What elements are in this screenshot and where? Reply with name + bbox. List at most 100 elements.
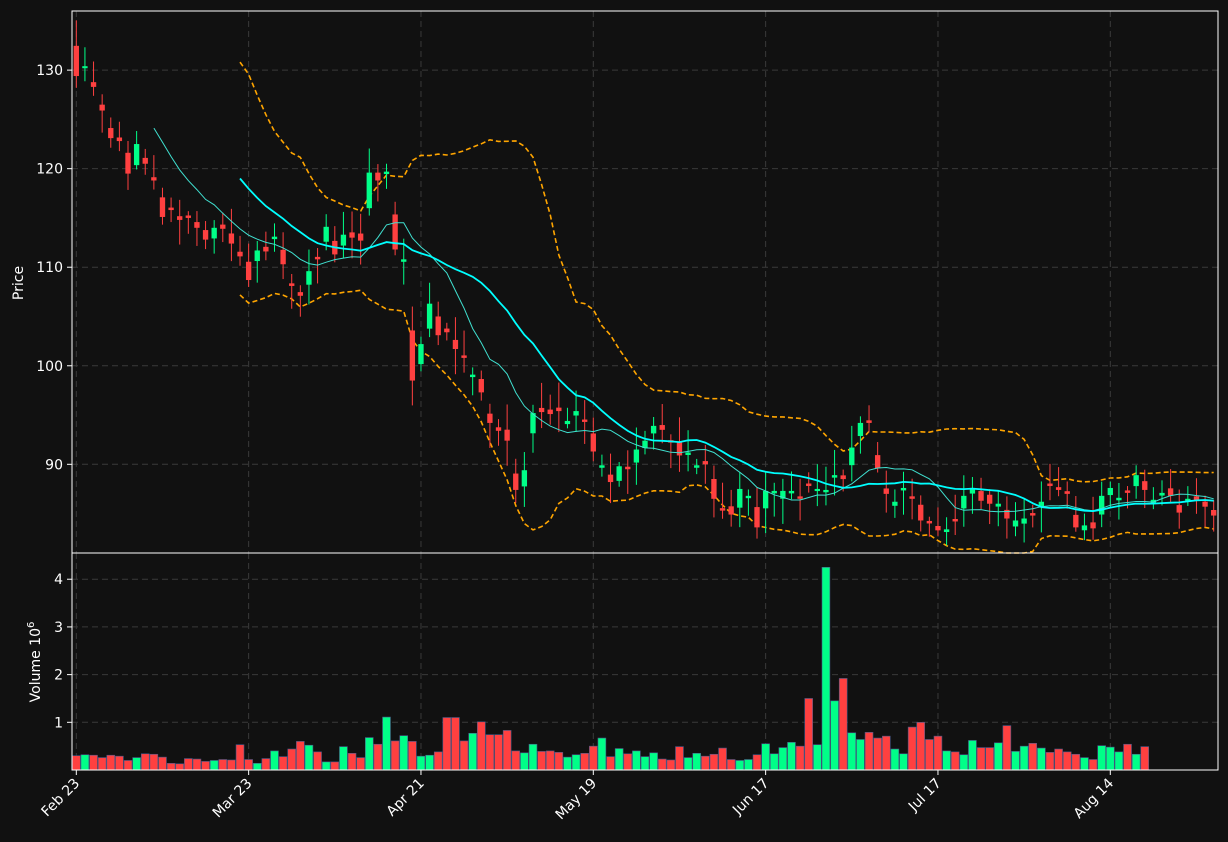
volume-bar <box>752 754 762 771</box>
candle-body <box>1038 501 1045 507</box>
volume-bar <box>692 753 701 771</box>
volume-bar <box>666 759 676 771</box>
candle-body <box>823 489 829 493</box>
candle-body <box>676 442 683 456</box>
volume-bar <box>158 756 167 771</box>
candle-body <box>754 507 760 528</box>
volume-bar <box>787 742 796 771</box>
price-gridlines <box>72 11 1218 553</box>
volume-bar <box>683 757 693 771</box>
candle-body <box>82 66 88 69</box>
candle-body <box>840 475 846 480</box>
candlesticks <box>73 20 1217 546</box>
candle-body <box>599 465 605 468</box>
volume-bar <box>1114 751 1124 771</box>
volume-bar <box>1140 746 1150 771</box>
volume-bar <box>80 754 90 771</box>
volume-bar <box>769 753 779 771</box>
candle-body <box>788 490 795 494</box>
candle-body <box>1142 481 1148 490</box>
candle-body <box>375 172 381 181</box>
candle-body <box>435 316 441 336</box>
candle-body <box>900 487 907 491</box>
volume-bar <box>520 752 529 771</box>
candle-body <box>237 251 243 257</box>
volume-bar <box>252 763 262 771</box>
volume-bar <box>511 750 521 771</box>
volume-bar <box>106 754 116 771</box>
volume-bar <box>433 751 443 771</box>
candle-body <box>1064 491 1070 494</box>
candle-body <box>151 177 157 181</box>
candle-body <box>1159 492 1165 496</box>
candle-body <box>866 420 872 423</box>
candle-body <box>995 503 1001 507</box>
volume-bar <box>933 735 943 771</box>
volume-bar <box>718 747 727 771</box>
candle-body <box>874 455 881 469</box>
price-tick-label: 130 <box>36 63 63 79</box>
candle-body <box>685 452 691 455</box>
volume-bar <box>485 734 495 771</box>
volume-bar <box>227 759 236 771</box>
candle-body <box>659 425 665 430</box>
candle-body <box>357 233 364 241</box>
volume-bar <box>821 567 831 771</box>
volume-gridlines <box>72 553 1218 770</box>
volume-bar <box>132 757 141 771</box>
volume-tick-label: 2 <box>54 668 63 684</box>
candle-body <box>73 45 79 77</box>
volume-panel: 1 2 3 4 Volume 106 <box>26 552 1219 771</box>
volume-bar <box>657 758 667 771</box>
candle-body <box>478 379 484 393</box>
volume-bar <box>115 755 124 771</box>
candle-body <box>969 487 976 494</box>
volume-bar <box>640 756 650 771</box>
volume-bar <box>140 753 150 771</box>
volume-bar <box>270 750 279 771</box>
volume-bar <box>1045 752 1055 771</box>
volume-bar <box>959 754 969 771</box>
volume-y-ticks: 1 2 3 4 <box>54 572 72 731</box>
candle-body <box>849 447 855 466</box>
volume-bar <box>890 748 900 771</box>
candle-body <box>461 355 467 358</box>
volume-bar <box>864 732 874 771</box>
volume-bar <box>321 761 331 771</box>
volume-bar <box>296 741 305 771</box>
candle-body <box>133 144 140 166</box>
candle-body <box>694 465 700 468</box>
candle-body <box>926 520 933 524</box>
volume-bar <box>623 753 633 771</box>
lower-band-line <box>239 289 1214 554</box>
candle-body <box>857 422 864 437</box>
moving-averages <box>153 127 1214 513</box>
candle-body <box>909 496 915 499</box>
candle-body <box>452 339 459 350</box>
candle-body <box>202 230 209 240</box>
volume-bar <box>847 732 857 771</box>
candle-body <box>986 494 993 504</box>
candle-body <box>642 440 648 449</box>
volume-bar <box>313 751 322 771</box>
volume-bars <box>72 567 1150 771</box>
volume-bar <box>416 755 426 771</box>
candle-body <box>650 425 657 434</box>
volume-bar <box>701 755 710 771</box>
candle-body <box>426 303 433 329</box>
volume-bar <box>477 721 486 771</box>
candle-body <box>1021 518 1027 524</box>
candle-body <box>99 104 105 111</box>
candle-body <box>1167 488 1174 496</box>
candle-body <box>573 411 579 416</box>
volume-bar <box>804 698 813 771</box>
candle-body <box>711 478 717 499</box>
volume-bar <box>589 745 598 771</box>
price-tick-label: 120 <box>36 162 63 178</box>
candle-body <box>1099 495 1105 515</box>
candle-body <box>943 529 950 533</box>
candle-body <box>1116 497 1122 501</box>
candle-body <box>564 420 571 425</box>
candle-body <box>245 261 252 281</box>
candle-body <box>383 171 390 175</box>
